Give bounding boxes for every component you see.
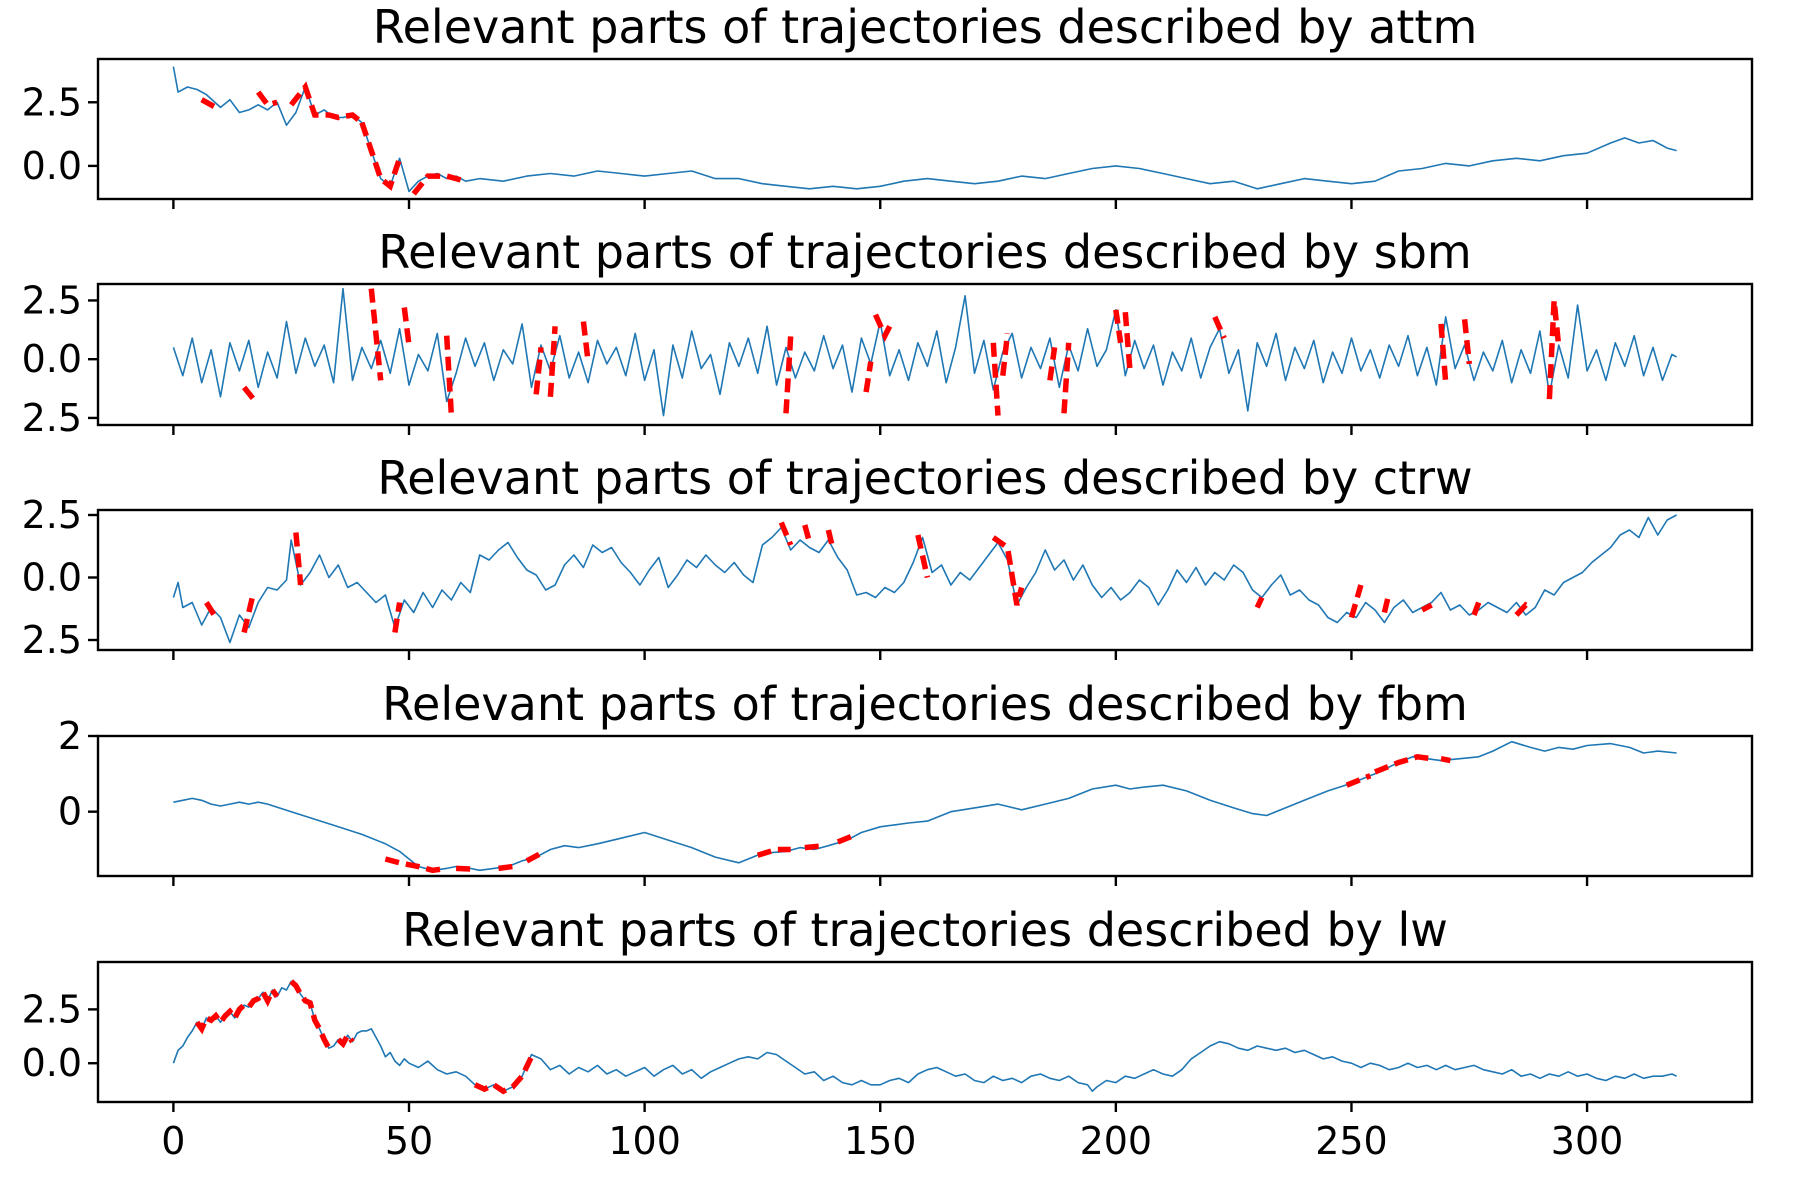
subplot-title: Relevant parts of trajectories described… [402, 903, 1448, 957]
axes-frame [96, 508, 1754, 652]
highlight-segment-11 [990, 342, 1001, 416]
y-tick-label: 0.0 [22, 556, 82, 600]
plot-area [172, 287, 1677, 417]
highlight-segment-2 [455, 865, 476, 872]
subplot-title: Relevant parts of trajectories described… [378, 225, 1471, 279]
plot-area [172, 979, 1677, 1095]
highlight-segment-6 [804, 842, 824, 851]
subplot-3: Relevant parts of trajectories described… [22, 451, 1754, 662]
highlight-segment-12 [1381, 591, 1392, 614]
highlight-segment-1 [384, 856, 448, 874]
highlight-segment-3 [401, 307, 412, 346]
trajectory-line [172, 66, 1677, 193]
y-tick-label: 0.0 [22, 1041, 82, 1085]
y-tick-label: 0 [58, 790, 82, 834]
highlight-segment-18 [1438, 323, 1449, 383]
subplot-title: Relevant parts of trajectories described… [377, 451, 1472, 505]
highlight-segment-9 [1373, 753, 1432, 775]
highlight-segment-7 [825, 529, 836, 551]
highlight-segment-14 [1471, 601, 1482, 616]
x-tick-label: 100 [608, 1119, 681, 1163]
highlight-segment-2 [289, 979, 332, 1050]
subplot-4: Relevant parts of trajectories described… [58, 677, 1754, 886]
x-tick-label: 250 [1315, 1119, 1388, 1163]
highlight-segment-2 [368, 288, 384, 381]
trajectory-line [172, 287, 1677, 417]
highlight-segment-10 [1440, 756, 1451, 764]
y-tick-label: 2.5 [22, 987, 82, 1031]
subplot-2: Relevant parts of trajectories described… [22, 225, 1754, 440]
highlight-segment-13 [1047, 347, 1058, 381]
highlight-segment-14 [1061, 342, 1072, 414]
highlight-segment-15 [1113, 309, 1124, 344]
x-tick-label: 50 [385, 1119, 433, 1163]
highlight-segment-6 [802, 524, 813, 544]
highlight-segment-3 [289, 81, 364, 125]
highlight-segment-3 [336, 1030, 355, 1049]
highlight-segment-1 [204, 601, 219, 619]
highlight-segment-7 [836, 831, 858, 845]
highlight-segment-6 [547, 326, 558, 397]
highlight-segment-9 [863, 361, 874, 393]
highlight-segment-10 [872, 313, 893, 343]
x-tick-label: 200 [1080, 1119, 1153, 1163]
plot-area [173, 740, 1677, 874]
highlight-segment-16 [1122, 311, 1133, 372]
highlight-segment-12 [1000, 333, 1011, 377]
subplot-title: Relevant parts of trajectories described… [373, 0, 1478, 54]
highlight-segment-2 [255, 90, 278, 108]
highlight-segment-5 [533, 347, 544, 395]
highlight-segment-15 [1514, 601, 1532, 617]
y-tick-label: 2.5 [22, 396, 82, 440]
highlight-segment-3 [293, 532, 304, 586]
x-tick-label: 150 [844, 1119, 917, 1163]
y-tick-label: 2.5 [22, 618, 82, 662]
trajectory-line [172, 980, 1677, 1092]
highlight-segment-1 [241, 385, 256, 401]
highlight-segment-11 [1348, 584, 1364, 619]
highlight-segment-4 [473, 1055, 534, 1095]
highlight-segment-4 [525, 850, 543, 864]
highlight-segment-8 [915, 534, 931, 579]
highlight-segment-13 [1420, 602, 1433, 613]
highlight-segment-17 [1212, 315, 1227, 340]
highlight-segment-8 [783, 335, 794, 414]
axes-frame [96, 282, 1754, 427]
subplot-title: Relevant parts of trajectories described… [382, 677, 1468, 731]
axes-frame [96, 960, 1754, 1104]
highlight-segment-1 [194, 984, 280, 1035]
x-tick-label: 300 [1551, 1119, 1624, 1163]
y-tick-label: 0.0 [22, 144, 82, 188]
y-tick-label: 2 [58, 714, 82, 758]
highlight-segment-19 [1461, 319, 1473, 365]
y-tick-label: 2.5 [22, 80, 82, 124]
axes-frame [96, 734, 1754, 878]
highlight-segment-5 [756, 846, 791, 858]
highlight-segment-2 [241, 591, 257, 634]
highlight-segment-5 [778, 521, 794, 547]
highlight-segment-7 [580, 321, 591, 362]
y-tick-label: 0.0 [22, 337, 82, 381]
highlight-segment-8 [1345, 773, 1372, 788]
x-tick-label: 0 [161, 1119, 185, 1163]
plot-area [172, 514, 1677, 644]
highlight-segment-20 [1546, 300, 1562, 400]
subplot-1: Relevant parts of trajectories described… [22, 0, 1754, 209]
y-tick-label: 2.5 [22, 493, 82, 537]
highlight-segment-4 [392, 602, 403, 633]
plot-area [172, 66, 1677, 196]
highlight-segment-1 [200, 97, 218, 110]
highlight-segment-5 [411, 173, 467, 196]
highlight-segment-4 [443, 335, 455, 416]
highlight-segment-3 [498, 863, 514, 872]
trajectory-line [173, 740, 1677, 872]
highlight-segment-10 [1254, 596, 1265, 609]
subplot-5: Relevant parts of trajectories described… [22, 903, 1754, 1163]
y-tick-label: 2.5 [22, 278, 82, 322]
highlight-segment-9 [991, 535, 1025, 606]
axes-frame [96, 57, 1754, 201]
